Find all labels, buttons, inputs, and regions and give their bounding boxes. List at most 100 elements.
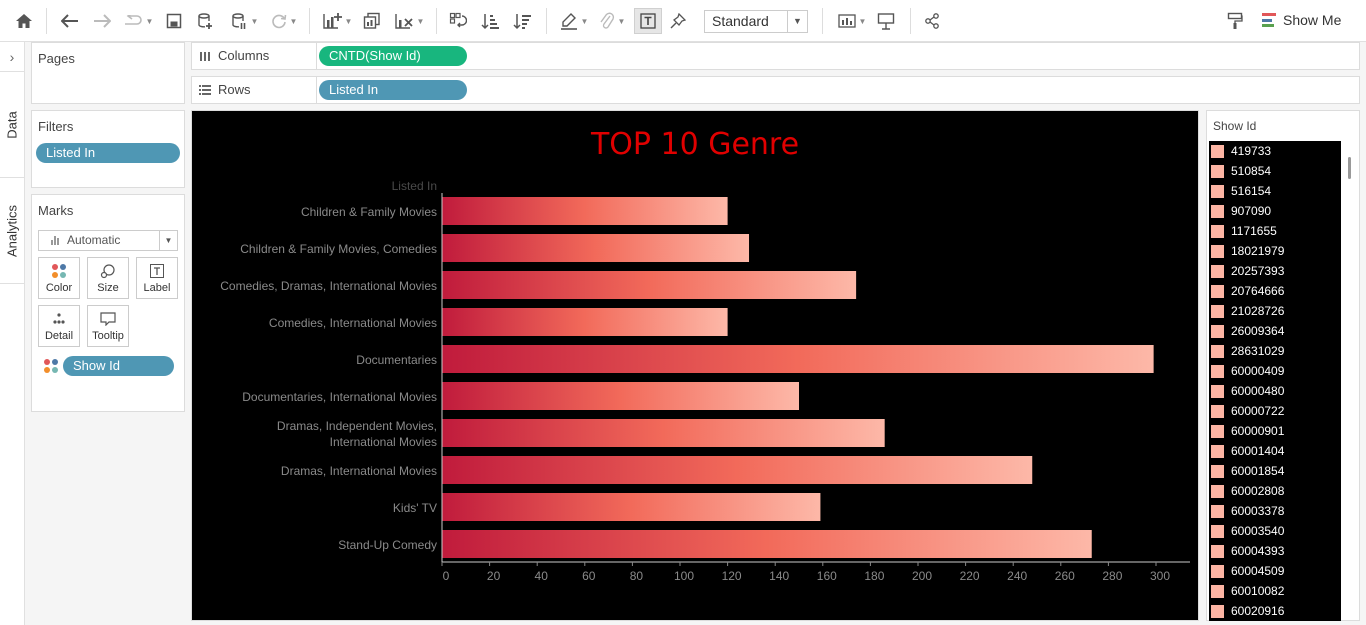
marks-color-pill[interactable]: Show Id	[63, 356, 174, 376]
bar[interactable]	[442, 493, 821, 521]
legend-item[interactable]: 516154	[1209, 181, 1341, 201]
color-button[interactable]: Color	[38, 257, 80, 299]
pages-title: Pages	[38, 51, 75, 66]
legend-item[interactable]: 60002808	[1209, 481, 1341, 501]
legend-item[interactable]: 60010082	[1209, 581, 1341, 601]
clear-icon[interactable]: ▼	[390, 8, 428, 34]
bar[interactable]	[442, 345, 1154, 373]
bar[interactable]	[442, 530, 1092, 558]
legend-item[interactable]: 60000409	[1209, 361, 1341, 381]
legend-item[interactable]: 419733	[1209, 141, 1341, 161]
tooltip-button[interactable]: Tooltip	[87, 305, 129, 347]
row-label[interactable]: Comedies, Dramas, International Movies	[220, 279, 437, 293]
legend-item[interactable]: 20257393	[1209, 261, 1341, 281]
redo-icon[interactable]	[90, 8, 114, 34]
bar[interactable]	[442, 308, 728, 336]
legend-item[interactable]: 60004393	[1209, 541, 1341, 561]
bar[interactable]	[442, 271, 857, 299]
save-icon[interactable]	[163, 8, 185, 34]
bar[interactable]	[442, 234, 750, 262]
legend-swatch	[1211, 224, 1224, 238]
legend-item[interactable]: 60000480	[1209, 381, 1341, 401]
row-label[interactable]: Dramas, Independent Movies, International…	[276, 419, 437, 449]
new-datasource-icon[interactable]	[193, 8, 217, 34]
chart-icon[interactable]: ▼	[834, 8, 870, 34]
columns-shelf[interactable]: Columns CNTD(Show Id)	[191, 42, 1360, 70]
rows-icon	[199, 85, 211, 95]
legend-swatch	[1211, 424, 1224, 438]
view-mode-select[interactable]: Standard ▼	[704, 10, 808, 33]
legend-item[interactable]: 21028726	[1209, 301, 1341, 321]
legend-item[interactable]: 60004509	[1209, 561, 1341, 581]
row-label[interactable]: Dramas, International Movies	[280, 464, 437, 478]
legend-item[interactable]: 60001404	[1209, 441, 1341, 461]
share-icon[interactable]	[920, 8, 944, 34]
row-label[interactable]: Children & Family Movies, Comedies	[240, 242, 437, 256]
sort-asc-icon[interactable]	[478, 8, 502, 34]
x-tick-label: 20	[487, 569, 501, 583]
legend-item[interactable]: 26009364	[1209, 321, 1341, 341]
row-label[interactable]: Children & Family Movies	[300, 205, 437, 219]
legend-item[interactable]: 1171655	[1209, 221, 1341, 241]
chart-title: TOP 10 Genre	[590, 127, 800, 162]
legend-item[interactable]: 20764666	[1209, 281, 1341, 301]
legend-list[interactable]: 419733 510854 516154 907090 1171655 18021979 2…	[1209, 141, 1341, 621]
row-label[interactable]: Documentaries, International Movies	[242, 390, 437, 404]
replay-icon[interactable]: ▼	[120, 8, 156, 34]
undo-icon[interactable]	[58, 8, 82, 34]
legend-swatch	[1211, 204, 1224, 218]
group-icon[interactable]: ▼	[594, 8, 630, 34]
presentation-icon[interactable]	[874, 8, 898, 34]
legend-item[interactable]: 60003378	[1209, 501, 1341, 521]
legend-item[interactable]: 907090	[1209, 201, 1341, 221]
row-label[interactable]: Comedies, International Movies	[268, 316, 437, 330]
legend-item[interactable]: 60000901	[1209, 421, 1341, 441]
row-label[interactable]: Kids' TV	[392, 501, 437, 515]
refresh-icon[interactable]: ▼	[266, 8, 302, 34]
tab-data[interactable]: Data	[0, 72, 24, 178]
pages-card[interactable]: Pages	[31, 42, 185, 104]
highlight-icon[interactable]: ▼	[556, 8, 592, 34]
legend-swatch	[1211, 264, 1224, 278]
detail-button[interactable]: Detail	[38, 305, 80, 347]
duplicate-icon[interactable]	[360, 8, 384, 34]
size-button[interactable]: Size	[87, 257, 129, 299]
bar[interactable]	[442, 197, 728, 225]
legend-item[interactable]: 60020916	[1209, 601, 1341, 621]
rows-shelf[interactable]: Rows Listed In	[191, 76, 1360, 104]
bar[interactable]	[442, 419, 885, 447]
legend-item[interactable]: 60000722	[1209, 401, 1341, 421]
row-label[interactable]: Stand-Up Comedy	[338, 538, 437, 552]
bar[interactable]	[442, 382, 799, 410]
filters-card[interactable]: Filters Listed In	[31, 110, 185, 188]
legend-item[interactable]: 28631029	[1209, 341, 1341, 361]
label-button[interactable]: Label	[136, 257, 178, 299]
format-painter-icon[interactable]	[1224, 8, 1246, 34]
label-icon[interactable]	[634, 8, 662, 34]
legend-item[interactable]: 60001854	[1209, 461, 1341, 481]
show-me-button[interactable]: Show Me	[1262, 12, 1341, 28]
tab-analytics[interactable]: Analytics	[0, 178, 24, 284]
legend-item[interactable]: 510854	[1209, 161, 1341, 181]
mark-type-select[interactable]: Automatic ▼	[38, 230, 178, 251]
legend-item-label: 60000409	[1231, 364, 1285, 378]
rows-pill[interactable]: Listed In	[319, 80, 467, 100]
x-tick-label: 60	[582, 569, 596, 583]
bar[interactable]	[442, 456, 1033, 484]
legend-item-label: 26009364	[1231, 324, 1285, 338]
row-label[interactable]: Documentaries	[356, 353, 437, 367]
home-icon[interactable]	[12, 8, 36, 34]
new-worksheet-icon[interactable]: ▼	[318, 8, 356, 34]
chevron-right-icon[interactable]: ›	[0, 42, 24, 72]
color-icon	[39, 263, 79, 279]
legend-item[interactable]: 60003540	[1209, 521, 1341, 541]
pause-autoupdate-icon[interactable]: ▼	[225, 8, 263, 34]
columns-pill[interactable]: CNTD(Show Id)	[319, 46, 467, 66]
pin-icon[interactable]	[666, 8, 690, 34]
swap-icon[interactable]	[446, 8, 470, 34]
chart-canvas[interactable]: TOP 10 Genre Listed In Children & Family…	[191, 110, 1199, 621]
sort-desc-icon[interactable]	[510, 8, 534, 34]
filter-pill-listed-in[interactable]: Listed In	[36, 143, 180, 163]
legend-item[interactable]: 18021979	[1209, 241, 1341, 261]
legend-scrollbar[interactable]	[1348, 157, 1351, 179]
